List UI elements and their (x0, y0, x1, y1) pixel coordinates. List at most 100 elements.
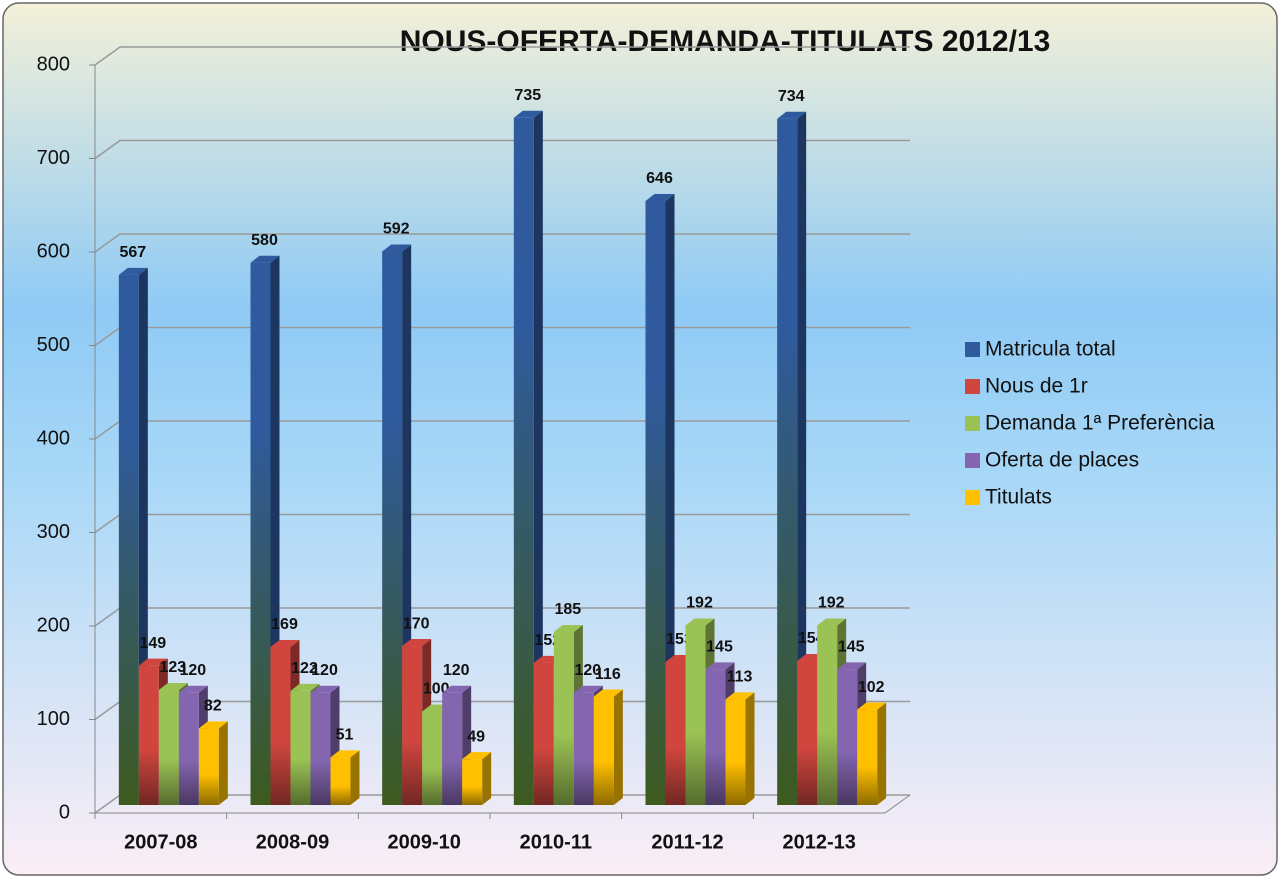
bar-top (402, 639, 432, 647)
y-tick-label: 700 (37, 147, 70, 169)
legend-label: Titulats (985, 486, 1052, 509)
bar-side (797, 111, 807, 805)
legend-swatch (965, 379, 980, 394)
legend-label: Oferta de places (985, 449, 1139, 472)
bar (330, 757, 351, 805)
data-label: 735 (514, 87, 541, 104)
bar-top (777, 111, 807, 119)
y-tick-label: 600 (37, 240, 70, 262)
data-label: 145 (838, 639, 865, 656)
y-tick-label: 400 (37, 427, 70, 449)
data-label: 113 (727, 669, 753, 686)
bar (178, 692, 199, 805)
bar (665, 661, 686, 805)
data-label: 734 (778, 88, 805, 105)
y-tick-label: 300 (37, 521, 70, 543)
data-label: 120 (179, 662, 206, 679)
data-label: 580 (251, 232, 278, 249)
data-label: 149 (139, 635, 166, 652)
bar-top (705, 662, 735, 670)
data-label: 592 (383, 221, 410, 238)
bar-side (613, 689, 623, 805)
y-tick-label: 0 (59, 801, 70, 823)
bar-top (138, 658, 168, 666)
data-label: 49 (467, 728, 485, 745)
x-tick-label: 2009-10 (387, 831, 460, 853)
bar-side (745, 692, 755, 805)
bar (857, 709, 878, 805)
bar-top (310, 685, 340, 693)
y-tick-label: 800 (37, 53, 70, 75)
legend-swatch (965, 490, 980, 505)
bar-top (553, 625, 583, 633)
bar-top (645, 193, 675, 201)
bar-top (178, 685, 208, 693)
bar (138, 665, 159, 805)
bar-top (270, 639, 300, 647)
data-label: 192 (818, 595, 845, 612)
x-tick-label: 2011-12 (651, 831, 723, 853)
bar (645, 200, 666, 806)
bar (270, 646, 291, 805)
data-label: 102 (858, 679, 885, 696)
legend-label: Demanda 1ª Preferència (985, 412, 1215, 435)
bar (533, 662, 554, 805)
data-label: 145 (706, 639, 733, 656)
data-label: 170 (403, 615, 430, 632)
bar-top (382, 244, 412, 252)
data-label: 120 (443, 662, 470, 679)
chart-title: NOUS-OFERTA-DEMANDA-TITULATS 2012/13 (400, 25, 1051, 58)
bar (118, 274, 139, 806)
bar-top (462, 752, 492, 760)
legend-swatch (965, 342, 980, 357)
bar-top (593, 689, 623, 697)
bar-top (442, 685, 472, 693)
bar-top (573, 685, 603, 693)
data-label: 192 (686, 595, 713, 612)
data-label: 122 (291, 660, 318, 677)
data-label: 123 (159, 659, 186, 676)
bar-side (218, 721, 228, 805)
bar (442, 692, 463, 805)
bar (158, 689, 179, 805)
data-label: 169 (271, 616, 298, 633)
bar (593, 696, 614, 805)
bar-top (513, 110, 543, 118)
bar (382, 251, 403, 806)
data-label: 185 (554, 601, 581, 618)
bar (817, 625, 838, 805)
bar (402, 646, 423, 805)
bar-top (725, 692, 755, 700)
bar-side (533, 110, 543, 805)
bar-top (198, 721, 228, 729)
y-tick-label: 200 (37, 614, 70, 636)
legend-label: Matricula total (985, 338, 1116, 361)
bar (462, 759, 483, 805)
bar-top (158, 682, 188, 690)
data-label: 646 (646, 170, 673, 187)
bar-top (817, 618, 847, 626)
bar (553, 632, 574, 805)
bar (290, 690, 311, 805)
bar-side (877, 702, 887, 805)
bar (573, 692, 594, 805)
bar (705, 669, 726, 805)
legend-swatch (965, 453, 980, 468)
bar (250, 262, 271, 805)
bar-top (857, 702, 887, 710)
bar-side (482, 752, 492, 805)
bar (837, 669, 858, 805)
bar (797, 661, 818, 805)
bar (513, 117, 534, 805)
bar (422, 711, 443, 805)
x-tick-label: 2010-11 (520, 831, 592, 853)
bar (198, 728, 219, 805)
grid-line (94, 46, 910, 66)
legend-label: Nous de 1r (985, 375, 1088, 398)
data-label: 51 (336, 727, 354, 744)
bar (777, 118, 798, 805)
y-tick-label: 500 (37, 334, 70, 356)
legend-swatch (965, 416, 980, 431)
